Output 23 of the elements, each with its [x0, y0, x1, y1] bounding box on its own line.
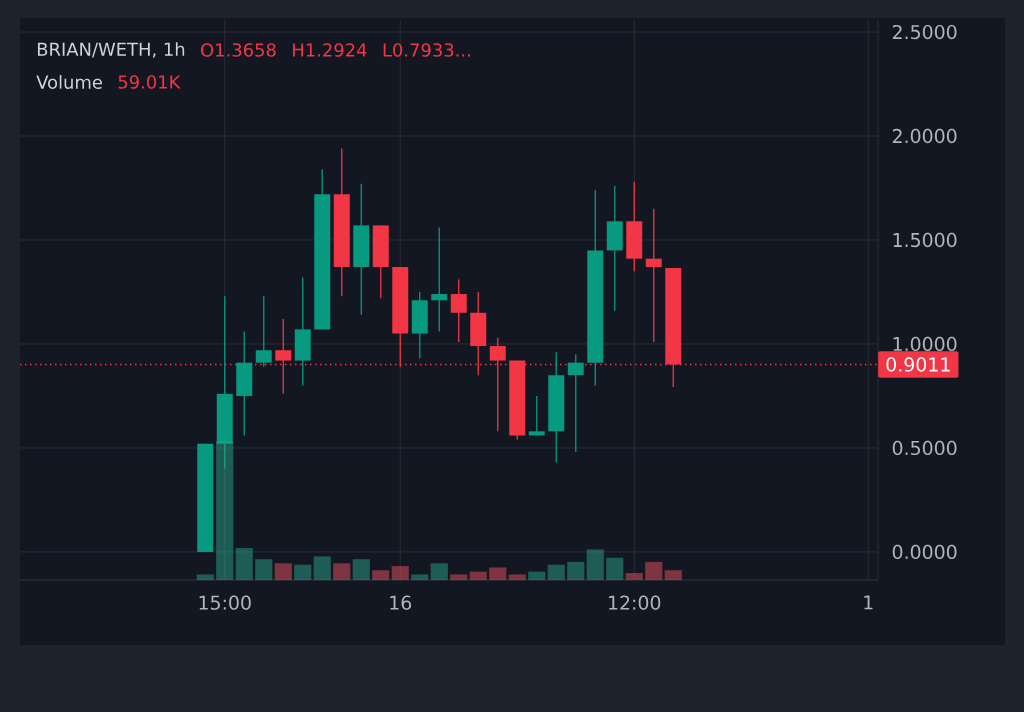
- annotation: 59.01K: [118, 75, 181, 89]
- y-tick-label: 2.5000: [892, 24, 957, 40]
- candlestick: [645, 208, 662, 343]
- chart-title: Volume: [36, 75, 102, 89]
- y-tick-label: 0.0000: [892, 544, 957, 560]
- x-tick-label: 16: [390, 595, 412, 610]
- candlestick: [528, 395, 545, 437]
- ref-line-label: 0.9011: [886, 357, 950, 372]
- candlestick: [431, 226, 448, 333]
- text: BRIAN/WETH, 1h: [37, 42, 185, 58]
- annotation: O1.3658: [201, 43, 276, 57]
- x-tick-label: 15:00: [199, 595, 251, 610]
- x-tick-label: 12:00: [609, 595, 661, 610]
- y-tick-label: 0.5000: [892, 440, 957, 456]
- x-tick-label: 1: [864, 595, 873, 610]
- candlestick: [450, 278, 467, 343]
- candlestick: [255, 295, 272, 368]
- y-tick-label: 2.0000: [892, 128, 957, 144]
- y-tick-label: 1.0000: [893, 336, 957, 352]
- candlestick: [567, 353, 584, 453]
- annotation: H1.2924: [293, 43, 367, 57]
- y-tick-label: 1.5000: [893, 232, 957, 248]
- annotation: L0.7933...: [383, 43, 470, 57]
